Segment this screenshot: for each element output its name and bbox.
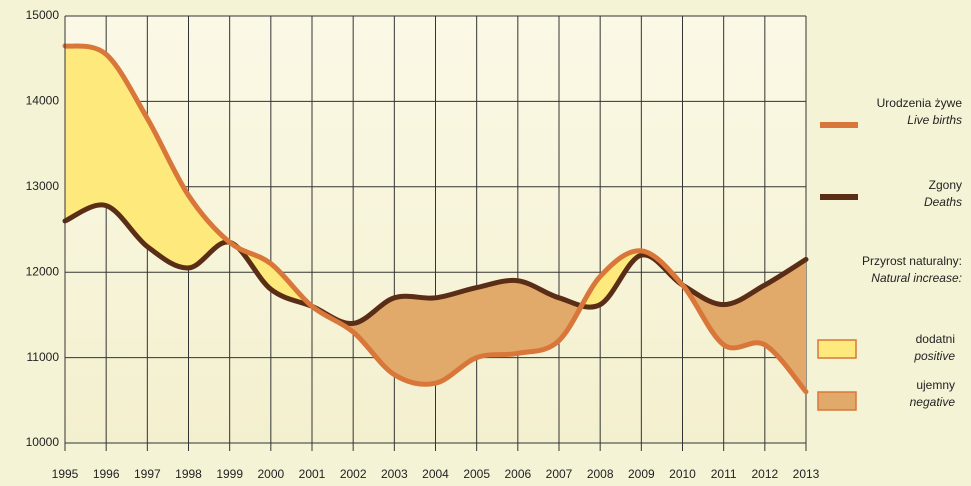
x-tick-label: 2000 <box>257 467 284 481</box>
y-tick-label: 12000 <box>26 264 60 278</box>
x-tick-label: 2013 <box>793 467 820 481</box>
x-tick-label: 2007 <box>546 467 573 481</box>
x-tick-label: 1998 <box>175 467 202 481</box>
y-tick-label: 11000 <box>27 350 60 364</box>
legend-title: Natural increase: <box>871 271 962 285</box>
legend-label: Urodzenia żywe <box>877 96 963 110</box>
x-tick-label: 2001 <box>299 467 326 481</box>
x-tick-label: 2009 <box>628 467 655 481</box>
x-tick-label: 2010 <box>669 467 696 481</box>
legend-label: Deaths <box>924 195 962 209</box>
legend-title: Przyrost naturalny: <box>862 254 962 268</box>
x-tick-label: 2008 <box>587 467 614 481</box>
x-tick-label: 2012 <box>751 467 778 481</box>
legend-label: positive <box>913 349 955 363</box>
legend-label: dodatni <box>916 332 955 346</box>
negative-area <box>65 45 806 392</box>
x-tick-label: 1995 <box>52 467 79 481</box>
y-tick-label: 10000 <box>26 435 60 449</box>
y-tick-label: 15000 <box>26 8 60 22</box>
x-tick-label: 1996 <box>93 467 120 481</box>
x-tick-label: 2004 <box>422 467 449 481</box>
legend-swatch <box>817 339 857 359</box>
legend-swatch <box>817 391 857 411</box>
legend-label: ujemny <box>916 378 955 392</box>
legend-label: negative <box>910 395 956 409</box>
x-tick-label: 2011 <box>711 467 737 481</box>
x-tick-label: 2003 <box>381 467 408 481</box>
y-tick-label: 13000 <box>26 179 60 193</box>
x-tick-label: 2002 <box>340 467 367 481</box>
legend-label: Zgony <box>929 178 962 192</box>
series-line <box>62 43 809 395</box>
x-tick-label: 2005 <box>463 467 490 481</box>
legend: Urodzenia żywe Live births Zgony Deaths … <box>817 96 963 411</box>
y-tick-label: 14000 <box>26 94 60 108</box>
x-tick-label: 1997 <box>134 467 161 481</box>
x-tick-label: 1999 <box>216 467 243 481</box>
x-tick-label: 2006 <box>504 467 531 481</box>
legend-label: Live births <box>907 113 962 127</box>
